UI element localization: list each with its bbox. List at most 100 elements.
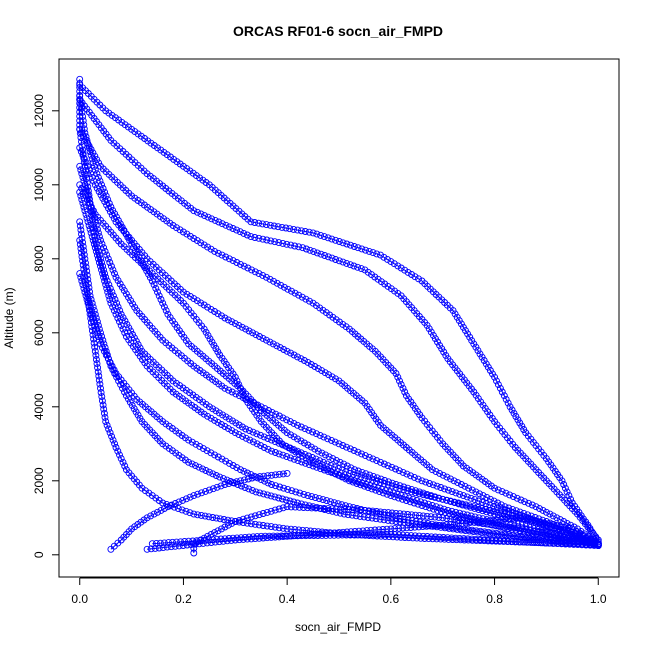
data-point [98,240,106,248]
data-point [334,465,342,473]
data-point [513,494,521,502]
data-point [78,234,86,242]
data-point [331,438,339,446]
data-point [521,533,529,541]
data-point [419,532,427,540]
data-point [395,494,403,502]
data-point [83,136,91,144]
data-point [143,514,151,522]
x-axis: 0.0 0.2 0.4 0.6 0.8 1.0 [71,577,607,606]
data-point [286,454,294,462]
data-point [320,433,328,441]
data-point [287,349,295,357]
data-point [221,384,229,392]
data-point [335,440,343,448]
data-point [472,527,480,535]
data-point [207,245,215,253]
data-point [95,376,103,384]
y-axis-label: Altitude (m) [2,287,16,348]
data-point [336,458,344,466]
data-point [426,480,433,487]
data-point [197,536,205,544]
data-point [411,532,419,540]
data-point [566,534,574,542]
data-point [128,240,136,248]
data-point [451,310,459,318]
data-point [560,523,568,531]
y-tick-label: 10000 [32,168,46,202]
data-point [553,514,561,522]
data-point [304,492,312,500]
data-point [578,541,586,549]
data-point [267,523,275,531]
data-point [372,515,380,523]
data-point [299,244,307,252]
data-point [160,539,168,547]
data-point [294,226,301,234]
data-point [139,260,147,268]
data-point [93,329,101,337]
data-point [476,536,484,543]
data-point [233,478,241,486]
data-point [122,290,130,298]
data-point [283,469,291,477]
data-point [286,225,294,233]
data-point [354,467,362,475]
data-point [251,234,259,241]
data-point [345,506,353,514]
data-point [228,519,236,527]
data-point [190,235,198,242]
data-point [98,344,106,352]
data-point [471,496,479,504]
data-point [99,270,107,278]
data-point [283,240,291,248]
data-point [399,524,407,532]
data-point [294,435,301,443]
data-point [267,237,275,245]
data-point [126,237,134,245]
data-point [264,445,272,453]
data-point [486,501,494,509]
data-point [162,307,170,315]
data-point [109,436,117,444]
data-point [109,303,117,311]
data-point [188,460,196,468]
data-point [475,519,483,527]
data-point [325,371,333,379]
data-point [117,455,125,463]
data-point [79,113,87,121]
data-point [190,549,198,557]
data-point [257,532,265,540]
data-point [375,531,383,539]
data-point [279,504,287,512]
data-point [548,521,556,529]
data-point [447,498,455,506]
data-point [292,488,300,496]
data-point [393,533,401,541]
data-point [437,484,445,491]
data-point [418,477,426,485]
data-point [227,536,235,544]
data-point [530,527,538,535]
data-point [235,431,243,439]
data-point [401,266,409,274]
data-point [272,410,280,418]
data-point [460,525,468,533]
data-point [427,533,435,541]
data-point [404,484,412,492]
data-point [271,449,279,456]
data-point [572,527,580,535]
data-point [369,455,377,463]
x-tick-label: 0.0 [71,592,88,606]
data-point [291,242,299,250]
data-point [183,230,191,238]
data-point [299,452,307,460]
data-point [435,522,443,529]
data-point [523,526,530,534]
data-point [150,510,158,518]
data-point [311,494,319,502]
data-point [267,492,275,500]
data-point [273,532,281,540]
data-point [332,505,340,513]
data-point [579,531,587,539]
